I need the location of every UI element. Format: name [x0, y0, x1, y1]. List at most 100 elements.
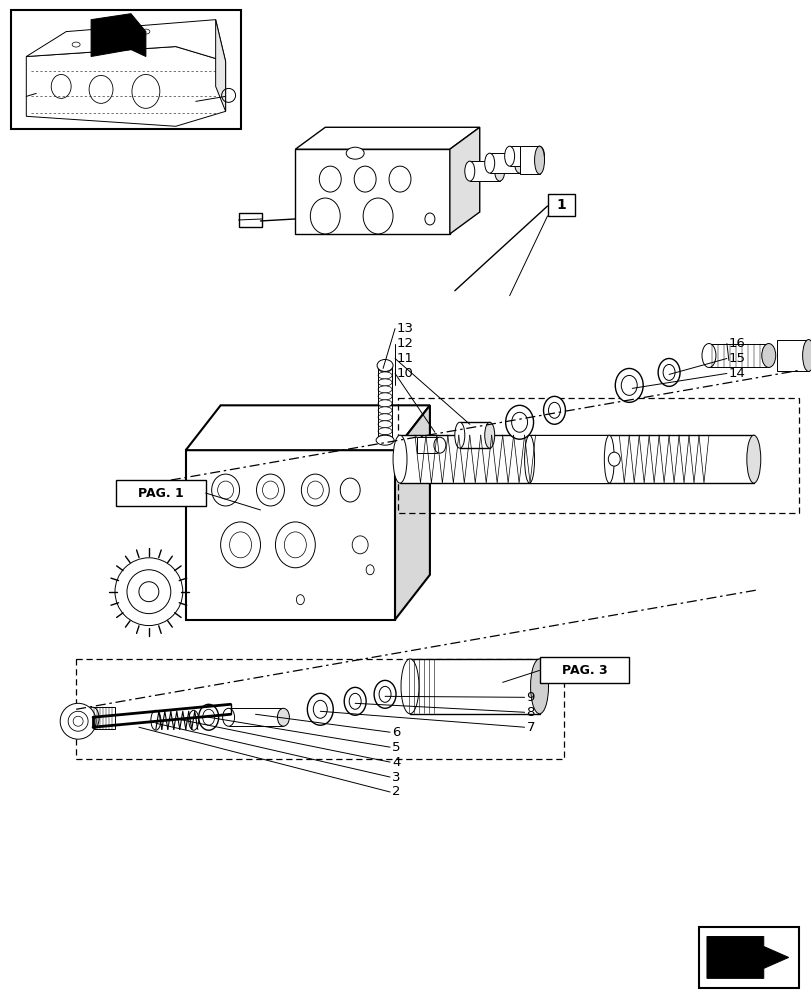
Ellipse shape: [484, 422, 494, 448]
Polygon shape: [186, 405, 429, 450]
Text: 16: 16: [728, 337, 744, 350]
Ellipse shape: [230, 532, 251, 558]
Ellipse shape: [301, 474, 328, 506]
Polygon shape: [449, 127, 479, 234]
Ellipse shape: [203, 709, 214, 725]
Ellipse shape: [363, 198, 393, 234]
Text: 13: 13: [397, 322, 414, 335]
Text: 6: 6: [392, 726, 400, 739]
Ellipse shape: [620, 375, 637, 395]
Ellipse shape: [378, 428, 392, 435]
Ellipse shape: [534, 146, 544, 166]
Ellipse shape: [534, 146, 544, 174]
Text: 2: 2: [392, 785, 400, 798]
Ellipse shape: [217, 481, 234, 499]
Text: 4: 4: [392, 756, 400, 769]
Ellipse shape: [615, 368, 642, 402]
Ellipse shape: [524, 435, 534, 483]
Ellipse shape: [313, 700, 327, 718]
Circle shape: [139, 582, 159, 602]
Ellipse shape: [340, 478, 360, 502]
Ellipse shape: [131, 74, 160, 108]
Ellipse shape: [504, 146, 514, 166]
Ellipse shape: [89, 75, 113, 103]
Ellipse shape: [378, 379, 392, 386]
Bar: [378, 365, 392, 440]
Ellipse shape: [212, 474, 239, 506]
Ellipse shape: [464, 161, 474, 181]
Ellipse shape: [388, 166, 410, 192]
Ellipse shape: [188, 710, 199, 730]
Ellipse shape: [548, 402, 560, 418]
Ellipse shape: [256, 474, 284, 506]
Ellipse shape: [484, 153, 494, 173]
Ellipse shape: [87, 707, 99, 729]
Ellipse shape: [345, 147, 363, 159]
Ellipse shape: [378, 400, 392, 407]
Polygon shape: [26, 47, 225, 126]
Ellipse shape: [307, 481, 323, 499]
Bar: [547, 194, 575, 216]
Ellipse shape: [366, 565, 374, 575]
Ellipse shape: [702, 344, 715, 367]
Bar: [397, 398, 798, 513]
Ellipse shape: [310, 198, 340, 234]
Polygon shape: [295, 127, 479, 149]
Bar: [417, 437, 436, 453]
Bar: [410, 659, 539, 714]
Bar: [229, 708, 283, 726]
Text: 5: 5: [392, 741, 400, 754]
Bar: [470, 161, 499, 181]
Ellipse shape: [603, 435, 614, 483]
Bar: [509, 146, 539, 166]
Polygon shape: [295, 149, 449, 234]
Ellipse shape: [393, 435, 406, 483]
Ellipse shape: [284, 532, 306, 558]
Text: 15: 15: [728, 352, 745, 365]
Ellipse shape: [378, 414, 392, 421]
Ellipse shape: [494, 161, 504, 181]
Ellipse shape: [51, 74, 71, 98]
Ellipse shape: [262, 481, 278, 499]
Ellipse shape: [607, 452, 620, 466]
Polygon shape: [186, 450, 394, 620]
Ellipse shape: [319, 166, 341, 192]
Circle shape: [73, 716, 83, 726]
Ellipse shape: [514, 153, 524, 173]
Bar: [529, 435, 608, 483]
Bar: [776, 340, 808, 371]
Ellipse shape: [221, 522, 260, 568]
Polygon shape: [216, 20, 225, 111]
Text: 8: 8: [526, 706, 534, 719]
Polygon shape: [26, 20, 225, 62]
Text: 3: 3: [392, 771, 400, 784]
Text: 12: 12: [397, 337, 414, 350]
Ellipse shape: [801, 340, 811, 371]
Bar: [708, 344, 768, 367]
Ellipse shape: [222, 708, 234, 726]
Ellipse shape: [378, 421, 392, 428]
Text: PAG. 1: PAG. 1: [138, 487, 183, 500]
Ellipse shape: [307, 693, 333, 725]
Ellipse shape: [379, 686, 391, 702]
Ellipse shape: [275, 522, 315, 568]
Ellipse shape: [424, 213, 435, 225]
Bar: [519, 146, 539, 174]
Text: 9: 9: [526, 691, 534, 704]
Ellipse shape: [354, 166, 375, 192]
Circle shape: [60, 703, 96, 739]
Ellipse shape: [505, 405, 533, 439]
Bar: [539, 657, 629, 683]
Ellipse shape: [746, 435, 760, 483]
Ellipse shape: [344, 687, 366, 715]
Bar: [11, 10, 240, 129]
Bar: [76, 659, 564, 759]
Ellipse shape: [151, 710, 161, 730]
Ellipse shape: [658, 358, 680, 386]
Ellipse shape: [401, 659, 418, 714]
Ellipse shape: [378, 407, 392, 414]
Bar: [93, 707, 115, 729]
Ellipse shape: [378, 386, 392, 393]
Ellipse shape: [511, 412, 527, 432]
Circle shape: [68, 711, 88, 731]
